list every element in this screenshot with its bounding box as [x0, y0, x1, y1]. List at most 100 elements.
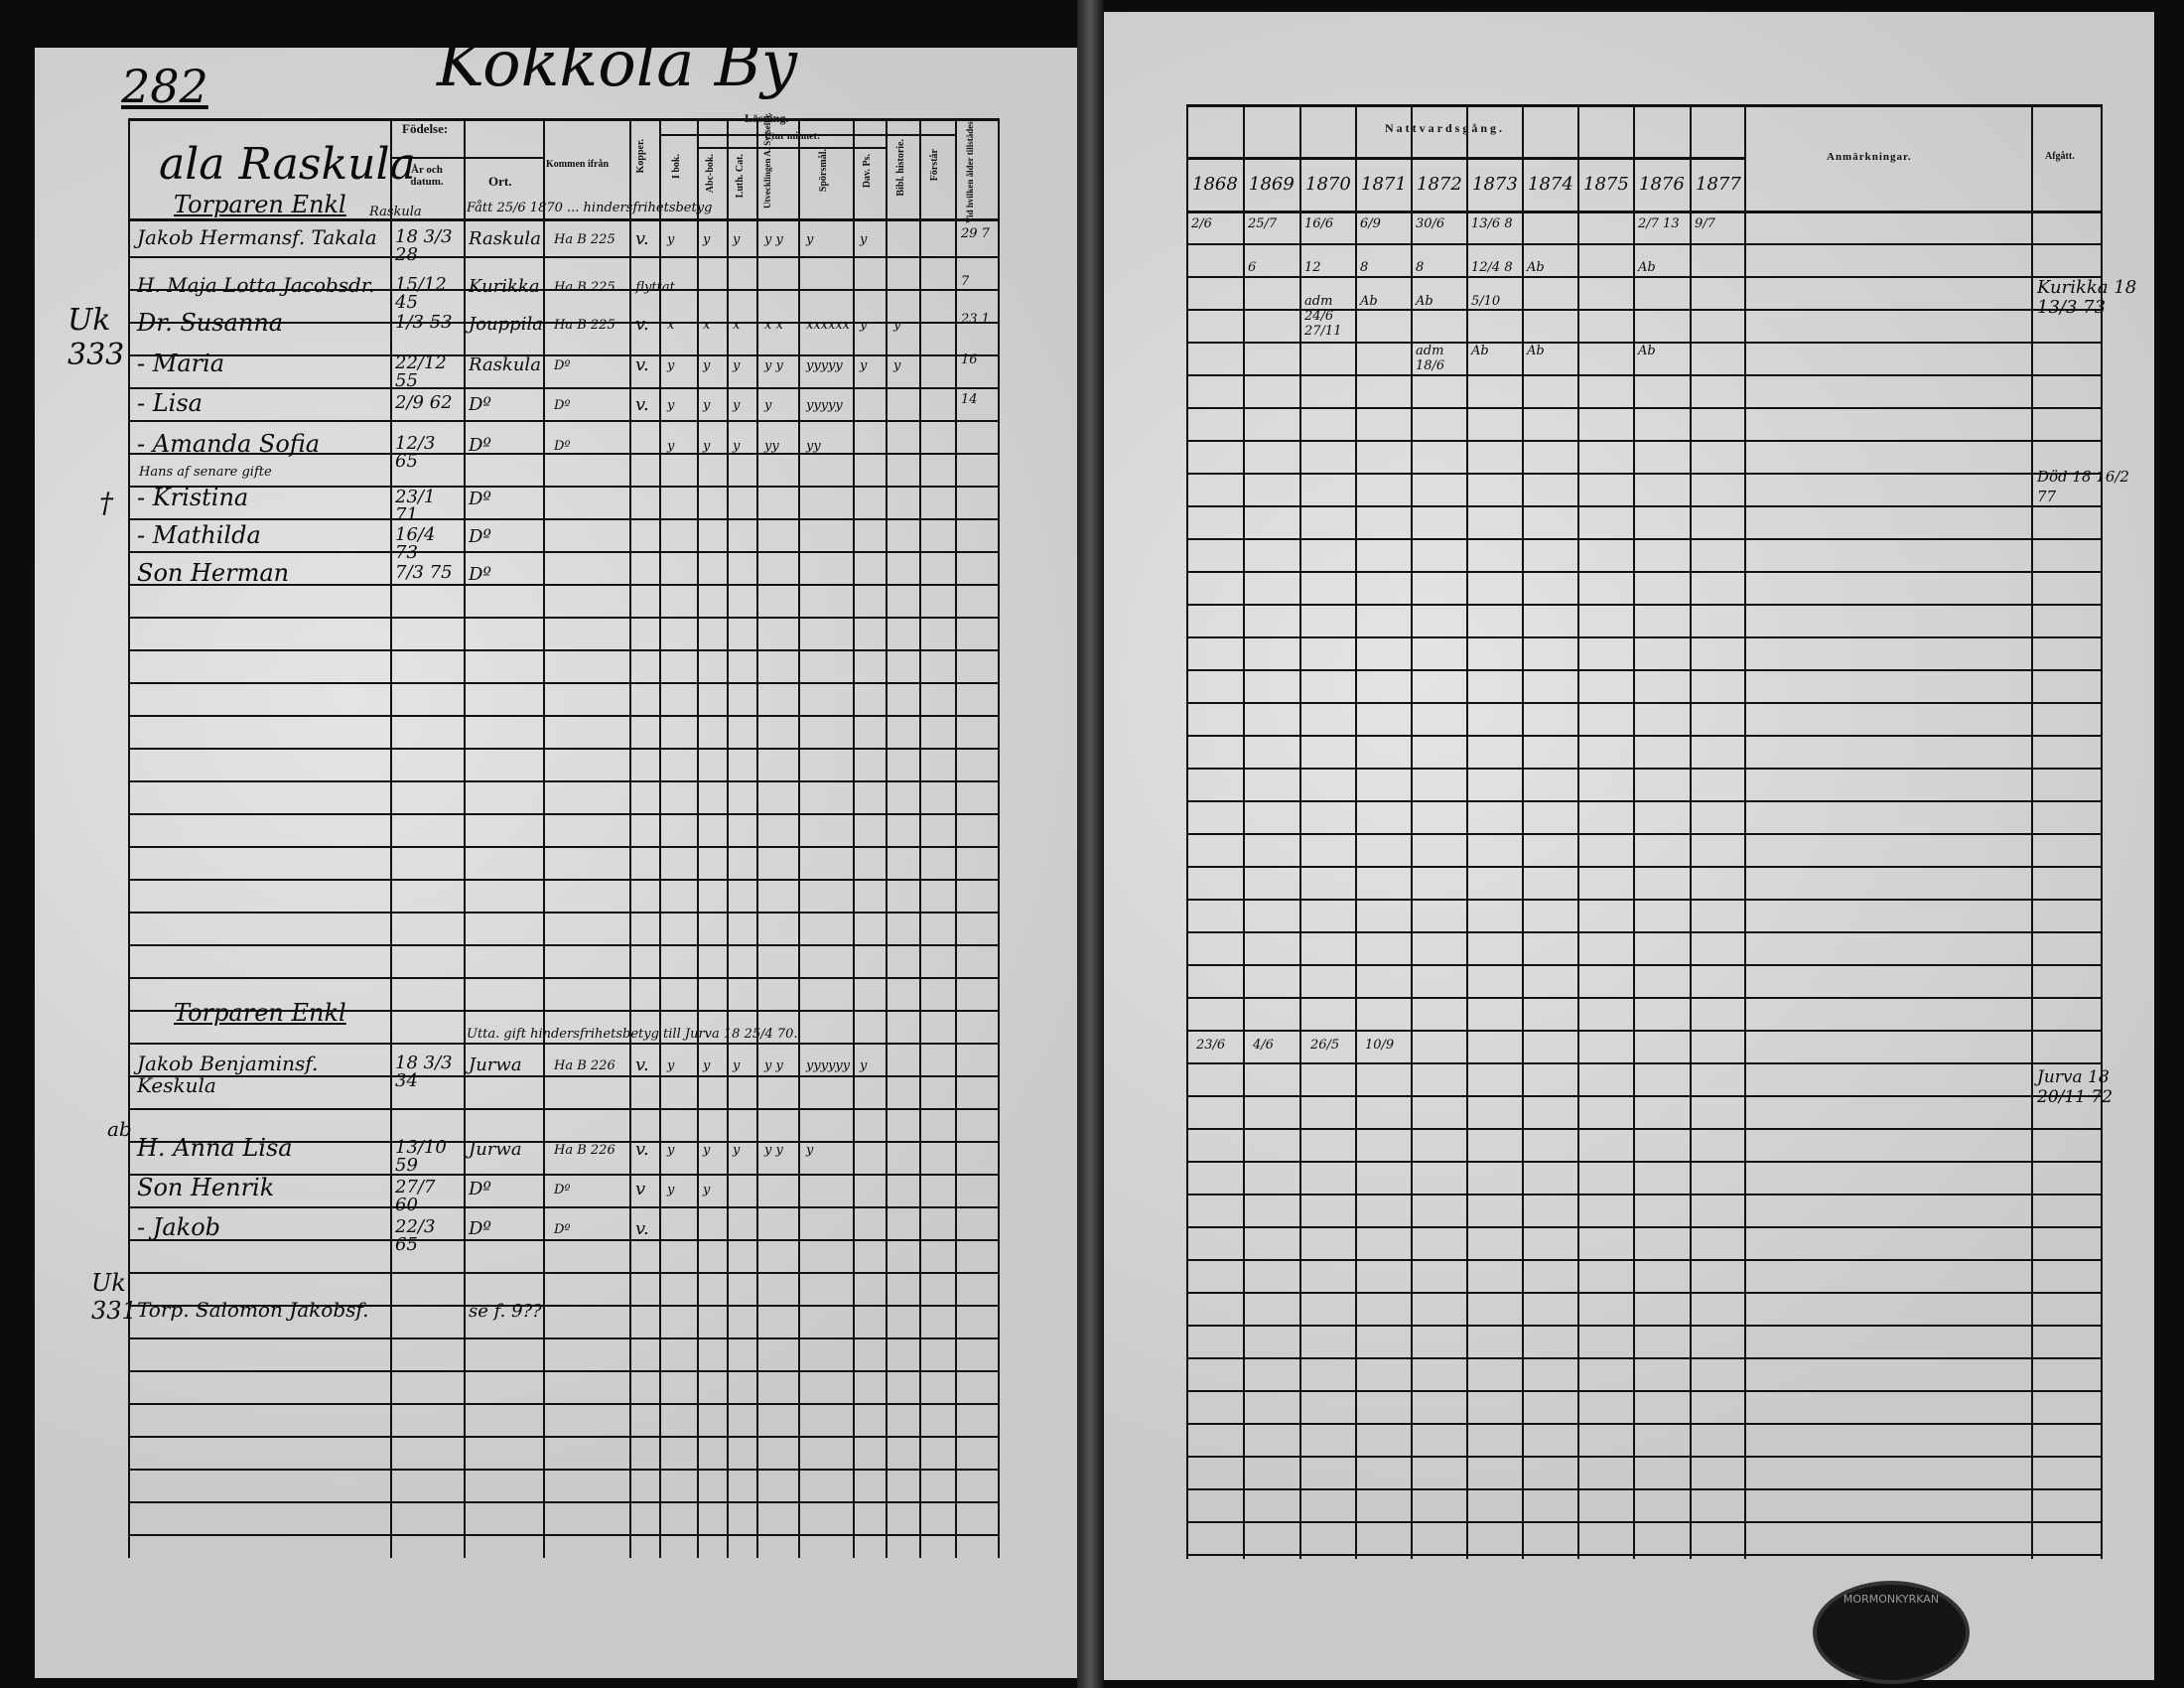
smallpox-mark: v. [635, 354, 649, 375]
birth-date: 2/9 62 [395, 392, 453, 413]
arrived-from-header: Kommen ifrån [546, 159, 610, 170]
reading-mark: xxxxxx [806, 318, 850, 333]
household-heading: Torparen Enkl [174, 999, 346, 1027]
header-rule [1186, 157, 1744, 160]
column-rule [1577, 104, 1579, 1559]
reading-mark: y [733, 358, 741, 373]
arrived-from: Dº [554, 1183, 571, 1197]
row-rule [128, 780, 1000, 782]
person-note: Raskula [369, 205, 422, 219]
communion-date: 2/7 13 [1638, 216, 1680, 231]
departure-note: Kurikka 18 13/3 73 [2037, 277, 2137, 318]
header-rule [390, 157, 543, 159]
header-rule [1186, 104, 2103, 107]
row-rule [1186, 1488, 2103, 1490]
column-rule [464, 118, 466, 1558]
row-rule [1186, 342, 2103, 344]
communion-header: Nattvardsgång. [1385, 121, 1506, 135]
arrived-from: Ha B 225 [554, 318, 615, 333]
reading-mark: y y [764, 1143, 783, 1158]
communion-date: 6/9 [1360, 216, 1381, 231]
row-rule [128, 1010, 1000, 1012]
reading-mark: y y [764, 1058, 783, 1073]
birth-date: 12/3 65 [395, 433, 436, 472]
communion-date: adm 18/6 [1416, 344, 1445, 373]
row-rule [1186, 1161, 2103, 1163]
smallpox-mark: v. [635, 1055, 649, 1075]
row-rule [128, 748, 1000, 750]
row-rule [1186, 833, 2103, 835]
row-rule [128, 682, 1000, 684]
reading-mark: y [893, 358, 901, 373]
communion-date: 16/6 [1304, 216, 1334, 231]
row-rule [128, 420, 1000, 422]
row-rule [128, 944, 1000, 946]
communion-date: 26/5 [1310, 1038, 1340, 1053]
cross-mark: † [99, 487, 113, 519]
reading-mark: y [703, 1183, 711, 1197]
reading-mark: y y [764, 358, 783, 373]
birth-date: 15/12 45 [395, 274, 447, 313]
row-rule [1186, 669, 2103, 671]
person-note: Hans af senare gifte [139, 465, 272, 480]
row-rule [128, 1403, 1000, 1405]
arrived-from: Dº [554, 439, 571, 454]
row-rule [1186, 1554, 2103, 1556]
column-rule [2031, 104, 2033, 1559]
column-rule [1299, 104, 1301, 1559]
row-rule [1186, 473, 2103, 475]
birth-place: se f. 9?? [469, 1301, 542, 1322]
place-header: Ort. [488, 174, 512, 189]
row-rule [128, 846, 1000, 848]
column-rule [1355, 104, 1357, 1559]
column-rule [998, 118, 1000, 1558]
annotation: Fått 25/6 1870 ... hindersfrihetsbetyg [467, 201, 713, 215]
communion-date: 9/7 [1695, 216, 1715, 231]
communion-age-header: Vid hvilken ålder tillstädes [965, 121, 975, 223]
column-rule [955, 118, 957, 1558]
row-rule [1186, 1325, 2103, 1327]
household-heading: Torparen Enkl [174, 191, 346, 218]
communion-date: adm 24/6 27/11 [1304, 294, 1342, 339]
communion-date: 23/6 [1196, 1038, 1226, 1053]
reading-mark: y [667, 1058, 675, 1073]
column-rule [390, 118, 392, 1558]
catechism-header: Luth. Cat. [735, 154, 746, 199]
person-name: - Mathilda [137, 521, 261, 549]
communion-date: Ab [1638, 260, 1656, 275]
margin-note: Uk 333 [68, 303, 125, 372]
person-name: H. Anna Lisa [137, 1134, 293, 1162]
year-header: 1873 [1472, 174, 1518, 195]
column-rule [629, 118, 631, 1558]
header-rule [1186, 211, 2103, 213]
row-rule [1186, 604, 2103, 606]
column-rule [1186, 104, 1188, 1559]
header-rule [128, 218, 1000, 221]
row-rule [1186, 866, 2103, 868]
row-rule [128, 551, 1000, 553]
birth-date: 18 3/3 34 [395, 1053, 453, 1091]
reading-mark: y [703, 232, 711, 247]
column-rule [756, 118, 758, 1558]
reading-mark: yy [806, 439, 821, 454]
row-rule [1186, 1390, 2103, 1392]
communion-date: Ab [1471, 344, 1489, 358]
birth-place: Jouppila [469, 314, 543, 335]
row-rule [128, 387, 1000, 389]
row-rule [1186, 1259, 2103, 1261]
birth-date: 22/3 65 [395, 1216, 436, 1255]
in-book-header: I bok. [671, 154, 682, 180]
row-rule [128, 1305, 1000, 1307]
reading-mark: yyyyy [806, 358, 843, 373]
column-rule [1633, 104, 1635, 1559]
margin-note: Uk 331 [91, 1269, 137, 1325]
row-rule [128, 1272, 1000, 1274]
reading-mark: y [733, 439, 741, 454]
row-rule [128, 518, 1000, 520]
row-rule [128, 1501, 1000, 1503]
communion-date: 12/4 8 [1471, 260, 1513, 275]
row-rule [128, 1337, 1000, 1339]
year-header: 1874 [1528, 174, 1573, 195]
person-name: Jakob Hermansf. Takala [137, 225, 377, 249]
row-rule [1186, 735, 2103, 737]
